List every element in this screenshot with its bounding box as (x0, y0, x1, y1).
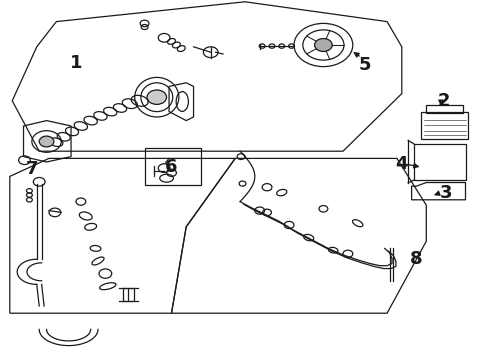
Text: 5: 5 (359, 56, 371, 74)
Text: 4: 4 (395, 155, 408, 173)
Bar (421, 112, 468, 139)
Text: 6: 6 (165, 158, 178, 176)
Text: 2: 2 (437, 92, 450, 110)
Circle shape (39, 136, 54, 147)
Bar (414, 144, 466, 180)
Bar (426, 105, 463, 113)
Text: 3: 3 (440, 184, 452, 202)
Text: 1: 1 (70, 54, 82, 72)
Text: 8: 8 (410, 250, 423, 268)
Bar (145, 148, 201, 185)
Circle shape (315, 39, 332, 51)
Circle shape (147, 90, 167, 104)
Text: 7: 7 (25, 160, 38, 178)
